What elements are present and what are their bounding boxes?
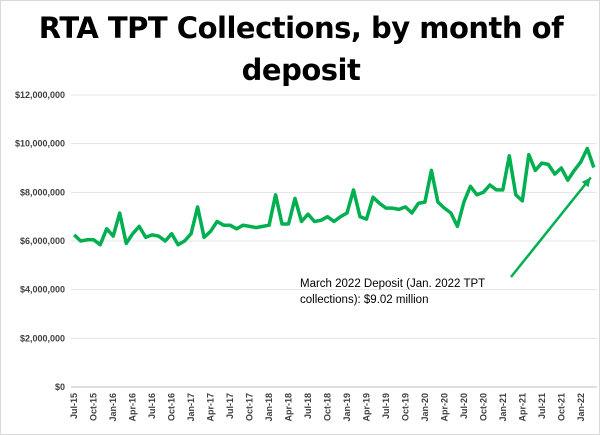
x-tick-label: Apr-17 (206, 393, 216, 422)
x-tick-label: Jul-15 (69, 393, 79, 419)
annotation-line-1: March 2022 Deposit (Jan. 2022 TPT (300, 278, 486, 290)
x-tick-label: Apr-21 (517, 393, 527, 422)
x-tick-label: Jan-17 (186, 393, 196, 422)
annotation-arrowhead (581, 177, 591, 188)
x-tick-label: Jul-17 (225, 393, 235, 419)
x-tick-label: Oct-18 (323, 393, 333, 421)
chart-title: RTA TPT Collections, by month of deposit (1, 7, 599, 91)
y-tick-label: $8,000,000 (20, 187, 65, 197)
x-tick-label: Jul-20 (459, 393, 469, 419)
x-tick-label: Oct-21 (556, 393, 566, 421)
y-tick-label: $2,000,000 (20, 333, 65, 343)
y-tick-label: $4,000,000 (20, 285, 65, 295)
x-tick-label: Apr-20 (439, 393, 449, 422)
x-tick-label: Apr-19 (361, 393, 371, 422)
x-tick-label: Oct-19 (400, 393, 410, 421)
x-tick-label: Jan-22 (576, 393, 586, 422)
annotation: March 2022 Deposit (Jan. 2022 TPT collec… (300, 276, 485, 308)
x-tick-label: Jan-16 (108, 393, 118, 422)
y-tick-label: $12,000,000 (15, 90, 65, 100)
x-tick-label: Oct-16 (167, 393, 177, 421)
x-tick-label: Jul-18 (303, 393, 313, 419)
chart-title-line-2: deposit (241, 53, 361, 87)
x-tick-label: Jan-20 (420, 393, 430, 422)
x-tick-label: Jan-21 (498, 393, 508, 422)
series-line (73, 146, 596, 247)
y-tick-label: $6,000,000 (20, 236, 65, 246)
y-tick-label: $10,000,000 (15, 139, 65, 149)
annotation-arrow (510, 176, 592, 278)
x-tick-label: Apr-18 (284, 393, 294, 422)
annotation-line-2: collections): $9.02 million (300, 294, 429, 306)
x-tick-label: Apr-16 (128, 393, 138, 422)
x-tick-label: Jul-21 (537, 393, 547, 419)
x-tick-label: Jan-18 (264, 393, 274, 422)
chart-title-line-1: RTA TPT Collections, by month of (38, 11, 564, 45)
y-tick-label: $0 (55, 382, 65, 392)
x-tick-label: Oct-20 (478, 393, 488, 421)
x-tick-label: Jan-19 (342, 393, 352, 422)
x-tick-label: Oct-17 (245, 393, 255, 421)
x-tick-label: Jul-19 (381, 393, 391, 419)
x-tick-label: Oct-15 (89, 393, 99, 421)
x-tick-label: Jul-16 (147, 393, 157, 419)
